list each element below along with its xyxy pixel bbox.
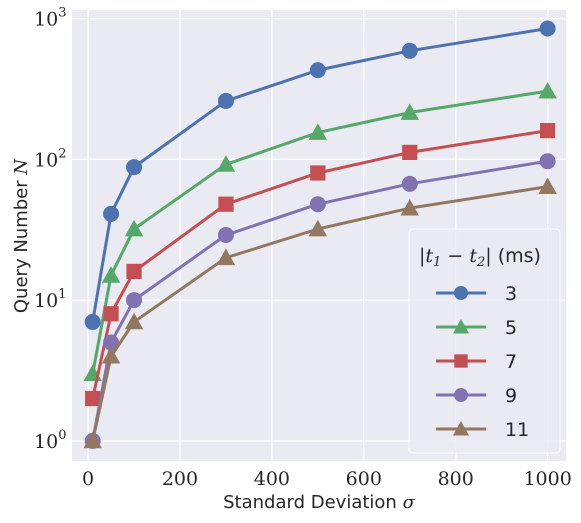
circle-marker: [454, 388, 468, 402]
circle-marker: [401, 42, 418, 59]
y-tick-label: 101: [34, 287, 66, 312]
triangle-marker: [101, 346, 121, 364]
legend-title: |t1 − t2| (ms): [419, 245, 541, 270]
x-tick-label: 400: [254, 468, 290, 490]
legend-entry: 11: [436, 419, 529, 441]
square-marker: [540, 122, 556, 139]
triangle-marker: [538, 177, 557, 194]
y-axis-label: Query Number N: [11, 158, 32, 313]
triangle-marker: [216, 155, 236, 172]
y-tick-label: 100: [34, 428, 66, 453]
x-tick-label: 800: [438, 468, 474, 490]
circle-marker: [454, 286, 468, 300]
circle-marker: [103, 334, 120, 351]
legend-label: 3: [505, 283, 517, 305]
triangle-marker: [216, 248, 236, 266]
x-tick-label: 1000: [523, 468, 571, 490]
x-tick-labels: 0 200 400 600 800 1000: [82, 468, 572, 490]
triangle-marker: [538, 81, 557, 99]
circle-marker: [401, 175, 418, 192]
series-7: [85, 122, 556, 407]
legend-label: 11: [505, 419, 529, 441]
legend-label: 9: [505, 385, 517, 407]
legend-label: 5: [505, 317, 517, 339]
x-tick-label: 600: [346, 468, 382, 490]
x-tick-label: 0: [82, 468, 94, 490]
square-marker: [218, 196, 234, 212]
triangle-marker: [124, 219, 144, 237]
square-marker: [402, 144, 418, 161]
square-marker: [85, 390, 101, 407]
legend-entry: 3: [436, 283, 517, 305]
triangle-marker: [452, 420, 470, 436]
legend-entries: 3 5 7 9 11: [436, 283, 529, 441]
circle-marker: [539, 20, 556, 37]
circle-marker: [126, 292, 143, 309]
square-marker: [310, 165, 326, 181]
legend-entry: 7: [436, 351, 517, 373]
legend: |t1 − t2| (ms) 3 5 7 9 11: [408, 228, 561, 454]
square-marker: [103, 306, 119, 322]
triangle-marker: [308, 123, 328, 140]
circle-marker: [217, 227, 234, 244]
series-3: [84, 20, 556, 330]
circle-marker: [217, 92, 234, 109]
triangle-marker: [400, 198, 419, 216]
triangle-marker: [83, 431, 102, 449]
triangle-marker: [452, 318, 470, 334]
x-tick-label: 200: [162, 468, 198, 490]
y-tick-label: 102: [34, 146, 66, 171]
legend-entry: 9: [436, 385, 517, 407]
triangle-marker: [124, 312, 144, 330]
circle-marker: [309, 62, 326, 79]
triangle-marker: [101, 266, 121, 283]
legend-label: 7: [505, 351, 517, 373]
y-tick-label: 103: [34, 6, 66, 31]
triangle-marker: [308, 219, 328, 237]
circle-marker: [103, 205, 120, 222]
x-axis-label: Standard Deviation σ: [223, 492, 415, 513]
square-marker: [126, 263, 142, 279]
circle-marker: [539, 153, 556, 170]
series-layer: [83, 20, 557, 449]
legend-entry: 5: [436, 317, 517, 339]
circle-marker: [309, 196, 326, 213]
triangle-marker: [400, 103, 419, 120]
series-5: [83, 81, 557, 382]
circle-marker: [84, 313, 101, 330]
series-11: [83, 177, 557, 449]
legend-box: [408, 228, 561, 454]
square-marker: [454, 354, 468, 368]
y-tick-labels: 100 101 102 103: [34, 6, 66, 453]
circle-marker: [126, 159, 143, 176]
